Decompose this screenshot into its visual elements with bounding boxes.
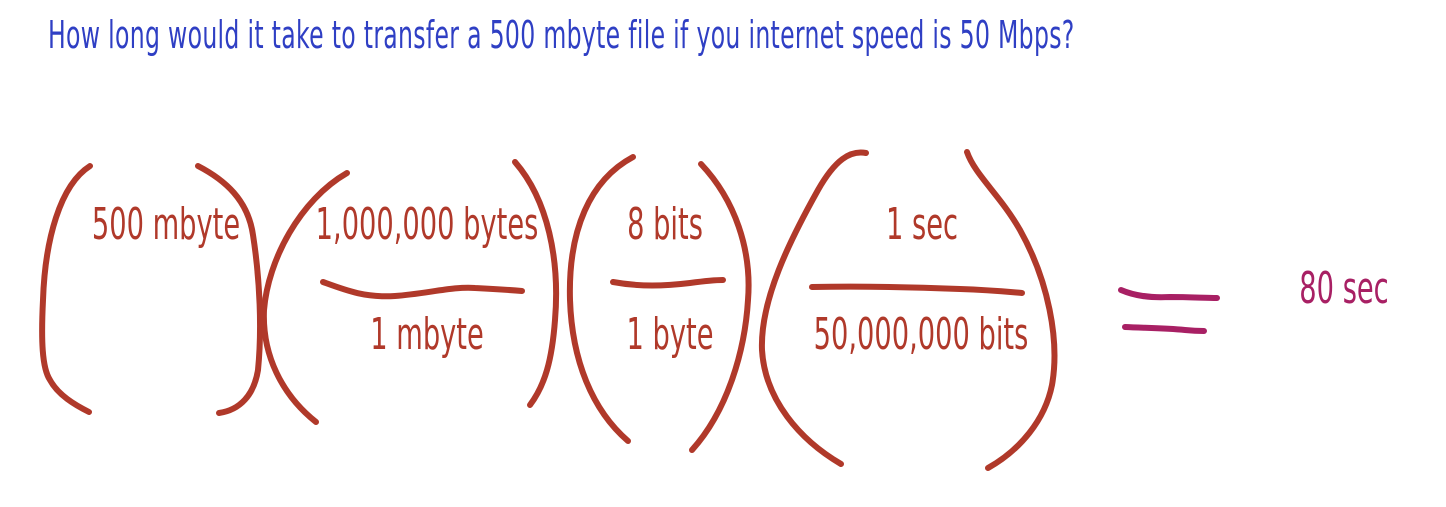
factor-4-numerator: 1 sec [885, 199, 959, 250]
equals-sign-top [1118, 287, 1220, 301]
factor-3-left-paren [566, 154, 636, 444]
factor-3-numerator: 8 bits [627, 199, 703, 250]
factor-1-numerator: 500 mbyte [91, 199, 241, 250]
factor-2-right-paren [512, 159, 560, 408]
equals-sign-bottom [1122, 324, 1207, 334]
factor-1-right-paren [195, 163, 264, 416]
factor-2-numerator: 1,000,000 bytes [315, 199, 539, 250]
factor-4-denominator: 50,000,000 bits [813, 309, 1029, 360]
result-value: 80 sec [1299, 263, 1389, 314]
factor-4-fraction-bar [809, 283, 1025, 296]
factor-2-left-paren [260, 170, 350, 425]
factor-3-right-paren [689, 161, 752, 453]
factor-2-denominator: 1 mbyte [370, 309, 484, 360]
factor-4-right-paren [964, 149, 1058, 471]
factor-1-left-paren [39, 163, 93, 415]
factor-3-denominator: 1 byte [626, 309, 714, 360]
factor-4-left-paren [758, 149, 869, 467]
factor-3-fraction-bar [610, 277, 726, 289]
question-text: How long would it take to transfer a 500… [48, 13, 1075, 57]
factor-2-fraction-bar [320, 279, 525, 300]
